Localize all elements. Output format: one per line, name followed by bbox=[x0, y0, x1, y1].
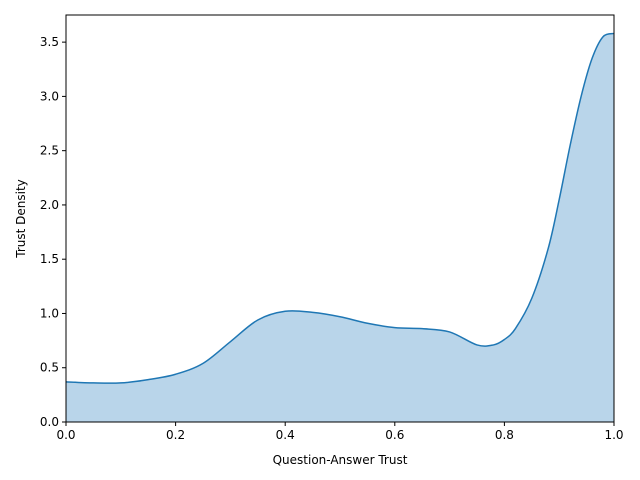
y-tick-label: 2.5 bbox=[40, 144, 59, 158]
x-tick-label: 0.6 bbox=[385, 428, 404, 442]
plot-frame bbox=[65, 14, 615, 423]
y-tick-label: 0.0 bbox=[40, 415, 59, 429]
y-tick-label: 3.5 bbox=[40, 35, 59, 49]
area-layer bbox=[65, 32, 615, 422]
y-axis-title: Trust Density bbox=[14, 179, 28, 259]
x-axis-ticks: 0.0 0.2 0.4 0.6 0.8 1.0 bbox=[56, 422, 624, 442]
x-tick-label: 0.2 bbox=[166, 428, 185, 442]
density-line bbox=[65, 32, 615, 384]
y-tick-label: 1.0 bbox=[40, 306, 59, 320]
x-tick-label: 0.0 bbox=[56, 428, 75, 442]
y-tick-label: 0.5 bbox=[40, 361, 59, 375]
x-tick-label: 1.0 bbox=[604, 428, 623, 442]
y-axis-ticks: 0.0 0.5 1.0 1.5 2.0 2.5 3.0 3.5 bbox=[40, 35, 66, 429]
y-tick-label: 2.0 bbox=[40, 198, 59, 212]
y-tick-label: 3.0 bbox=[40, 89, 59, 103]
x-axis-title: Question-Answer Trust bbox=[273, 453, 408, 467]
x-tick-label: 0.8 bbox=[495, 428, 514, 442]
x-tick-label: 0.4 bbox=[276, 428, 295, 442]
y-tick-label: 1.5 bbox=[40, 252, 59, 266]
